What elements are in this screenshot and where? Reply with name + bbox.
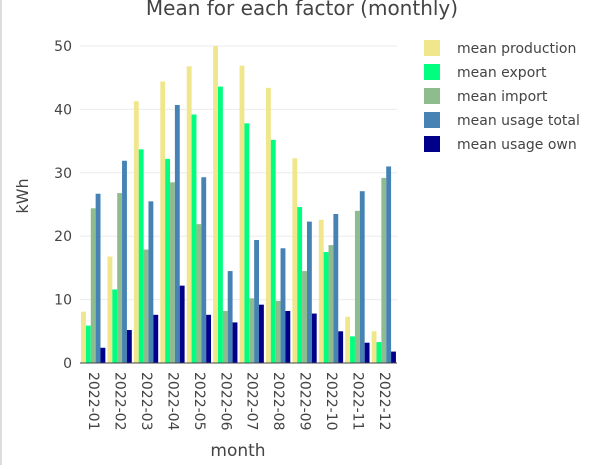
bar-mean-export	[191, 114, 197, 363]
y-tick-label: 50	[54, 39, 72, 55]
bar-mean-import	[90, 208, 96, 363]
y-tick-label: 40	[54, 102, 72, 118]
bar-mean-usage-own	[364, 342, 370, 363]
bar-mean-production	[107, 256, 113, 363]
bar-mean-usage-total	[174, 104, 180, 364]
bar-mean-usage-total	[122, 160, 127, 363]
bar-mean-production	[213, 46, 218, 363]
legend: mean production mean export mean import mea…	[424, 40, 580, 153]
x-tick-label: 2022-03	[138, 372, 154, 431]
bar-mean-usage-own	[126, 330, 132, 363]
bar-mean-usage-own	[153, 314, 159, 363]
x-tick-label: 2022-04	[164, 372, 180, 431]
bar-mean-import	[275, 300, 281, 363]
bar-mean-export	[376, 342, 382, 363]
x-tick-label: 2022-01	[85, 372, 101, 431]
x-tick-label: 2022-07	[244, 372, 260, 431]
bar-mean-usage-own	[285, 311, 291, 363]
bar-mean-production	[160, 81, 166, 363]
bar-mean-export	[323, 252, 329, 363]
legend-swatch	[424, 64, 440, 80]
x-tick-label: 2022-08	[270, 372, 286, 431]
y-tick-label: 0	[63, 356, 72, 372]
bar-mean-production	[345, 316, 351, 363]
bar-mean-production	[371, 331, 377, 363]
bar-mean-usage-total	[201, 177, 207, 363]
legend-label: mean usage own	[457, 137, 577, 153]
bar-mean-production	[292, 158, 298, 363]
bar-mean-usage-total	[227, 271, 233, 363]
x-tick-label: 2022-05	[191, 372, 207, 431]
bar-mean-import	[222, 311, 228, 363]
y-tick-label: 20	[54, 229, 72, 245]
bar-mean-production	[133, 101, 139, 363]
y-tick-label: 10	[54, 293, 72, 309]
bar-mean-import	[249, 298, 255, 363]
bar-mean-usage-own	[232, 322, 238, 363]
x-tick-label: 2022-02	[112, 372, 128, 431]
gridlines	[80, 45, 397, 301]
legend-swatch	[424, 40, 440, 56]
legend-label: mean production	[457, 41, 576, 57]
legend-swatch	[424, 88, 440, 104]
x-tick-label: 2022-12	[376, 372, 392, 431]
x-tick-label: 2022-11	[349, 372, 365, 431]
axes: 0 10 20 30 40 50 2022-01 2022-02 2022-03 2022-04 2…	[54, 39, 397, 431]
bar-mean-production	[239, 65, 245, 364]
bar-mean-import	[381, 177, 387, 363]
bar-mean-export	[165, 158, 171, 363]
x-axis-label: month	[210, 441, 265, 461]
window-edge	[0, 0, 2, 465]
bar-mean-import	[143, 249, 149, 363]
bar-mean-import	[302, 271, 307, 363]
bar-mean-usage-total	[280, 248, 286, 363]
bar-mean-usage-own	[100, 347, 106, 363]
x-tick-label: 2022-06	[217, 372, 233, 431]
legend-label: mean export	[457, 65, 547, 81]
bar-mean-production	[81, 311, 86, 363]
bar-mean-export	[297, 207, 303, 363]
legend-swatch	[424, 136, 440, 152]
bar-mean-export	[85, 325, 91, 363]
bar-mean-usage-own	[179, 285, 185, 363]
bar-mean-usage-total	[359, 191, 365, 363]
bar-mean-import	[170, 182, 175, 363]
bar-mean-import	[328, 245, 334, 363]
bar-mean-usage-total	[306, 221, 312, 363]
legend-swatch	[424, 112, 440, 128]
y-axis-label: kWh	[13, 178, 32, 213]
bar-mean-usage-own	[338, 331, 344, 363]
bar-mean-usage-total	[386, 166, 392, 363]
y-tick-label: 30	[54, 166, 72, 182]
chart-title: Mean for each factor (monthly)	[146, 0, 458, 20]
bar-mean-export	[218, 86, 223, 363]
legend-label: mean import	[457, 89, 548, 105]
bar-mean-production	[186, 66, 192, 363]
bar-mean-usage-total	[148, 201, 154, 363]
bar-mean-usage-total	[333, 214, 339, 363]
bar-mean-production	[318, 219, 324, 363]
legend-label: mean usage total	[457, 113, 580, 129]
bar-mean-usage-own	[259, 304, 264, 363]
bar-mean-usage-own	[206, 314, 212, 363]
bar-mean-usage-total	[254, 240, 259, 363]
bar-mean-export	[350, 336, 355, 363]
bar-mean-export	[270, 139, 276, 363]
bar-mean-export	[138, 149, 144, 363]
bars	[81, 46, 396, 364]
bar-mean-production	[265, 87, 271, 363]
bar-mean-usage-total	[95, 193, 101, 363]
bar-mean-export	[112, 289, 118, 363]
bar-mean-import	[196, 224, 202, 363]
x-tick-label: 2022-09	[297, 372, 313, 431]
bar-mean-usage-own	[311, 313, 317, 363]
bar-mean-usage-own	[391, 351, 396, 363]
bar-mean-export	[244, 123, 250, 363]
bar-mean-import	[354, 210, 360, 363]
x-tick-label: 2022-10	[323, 372, 339, 431]
bar-mean-import	[117, 193, 123, 363]
